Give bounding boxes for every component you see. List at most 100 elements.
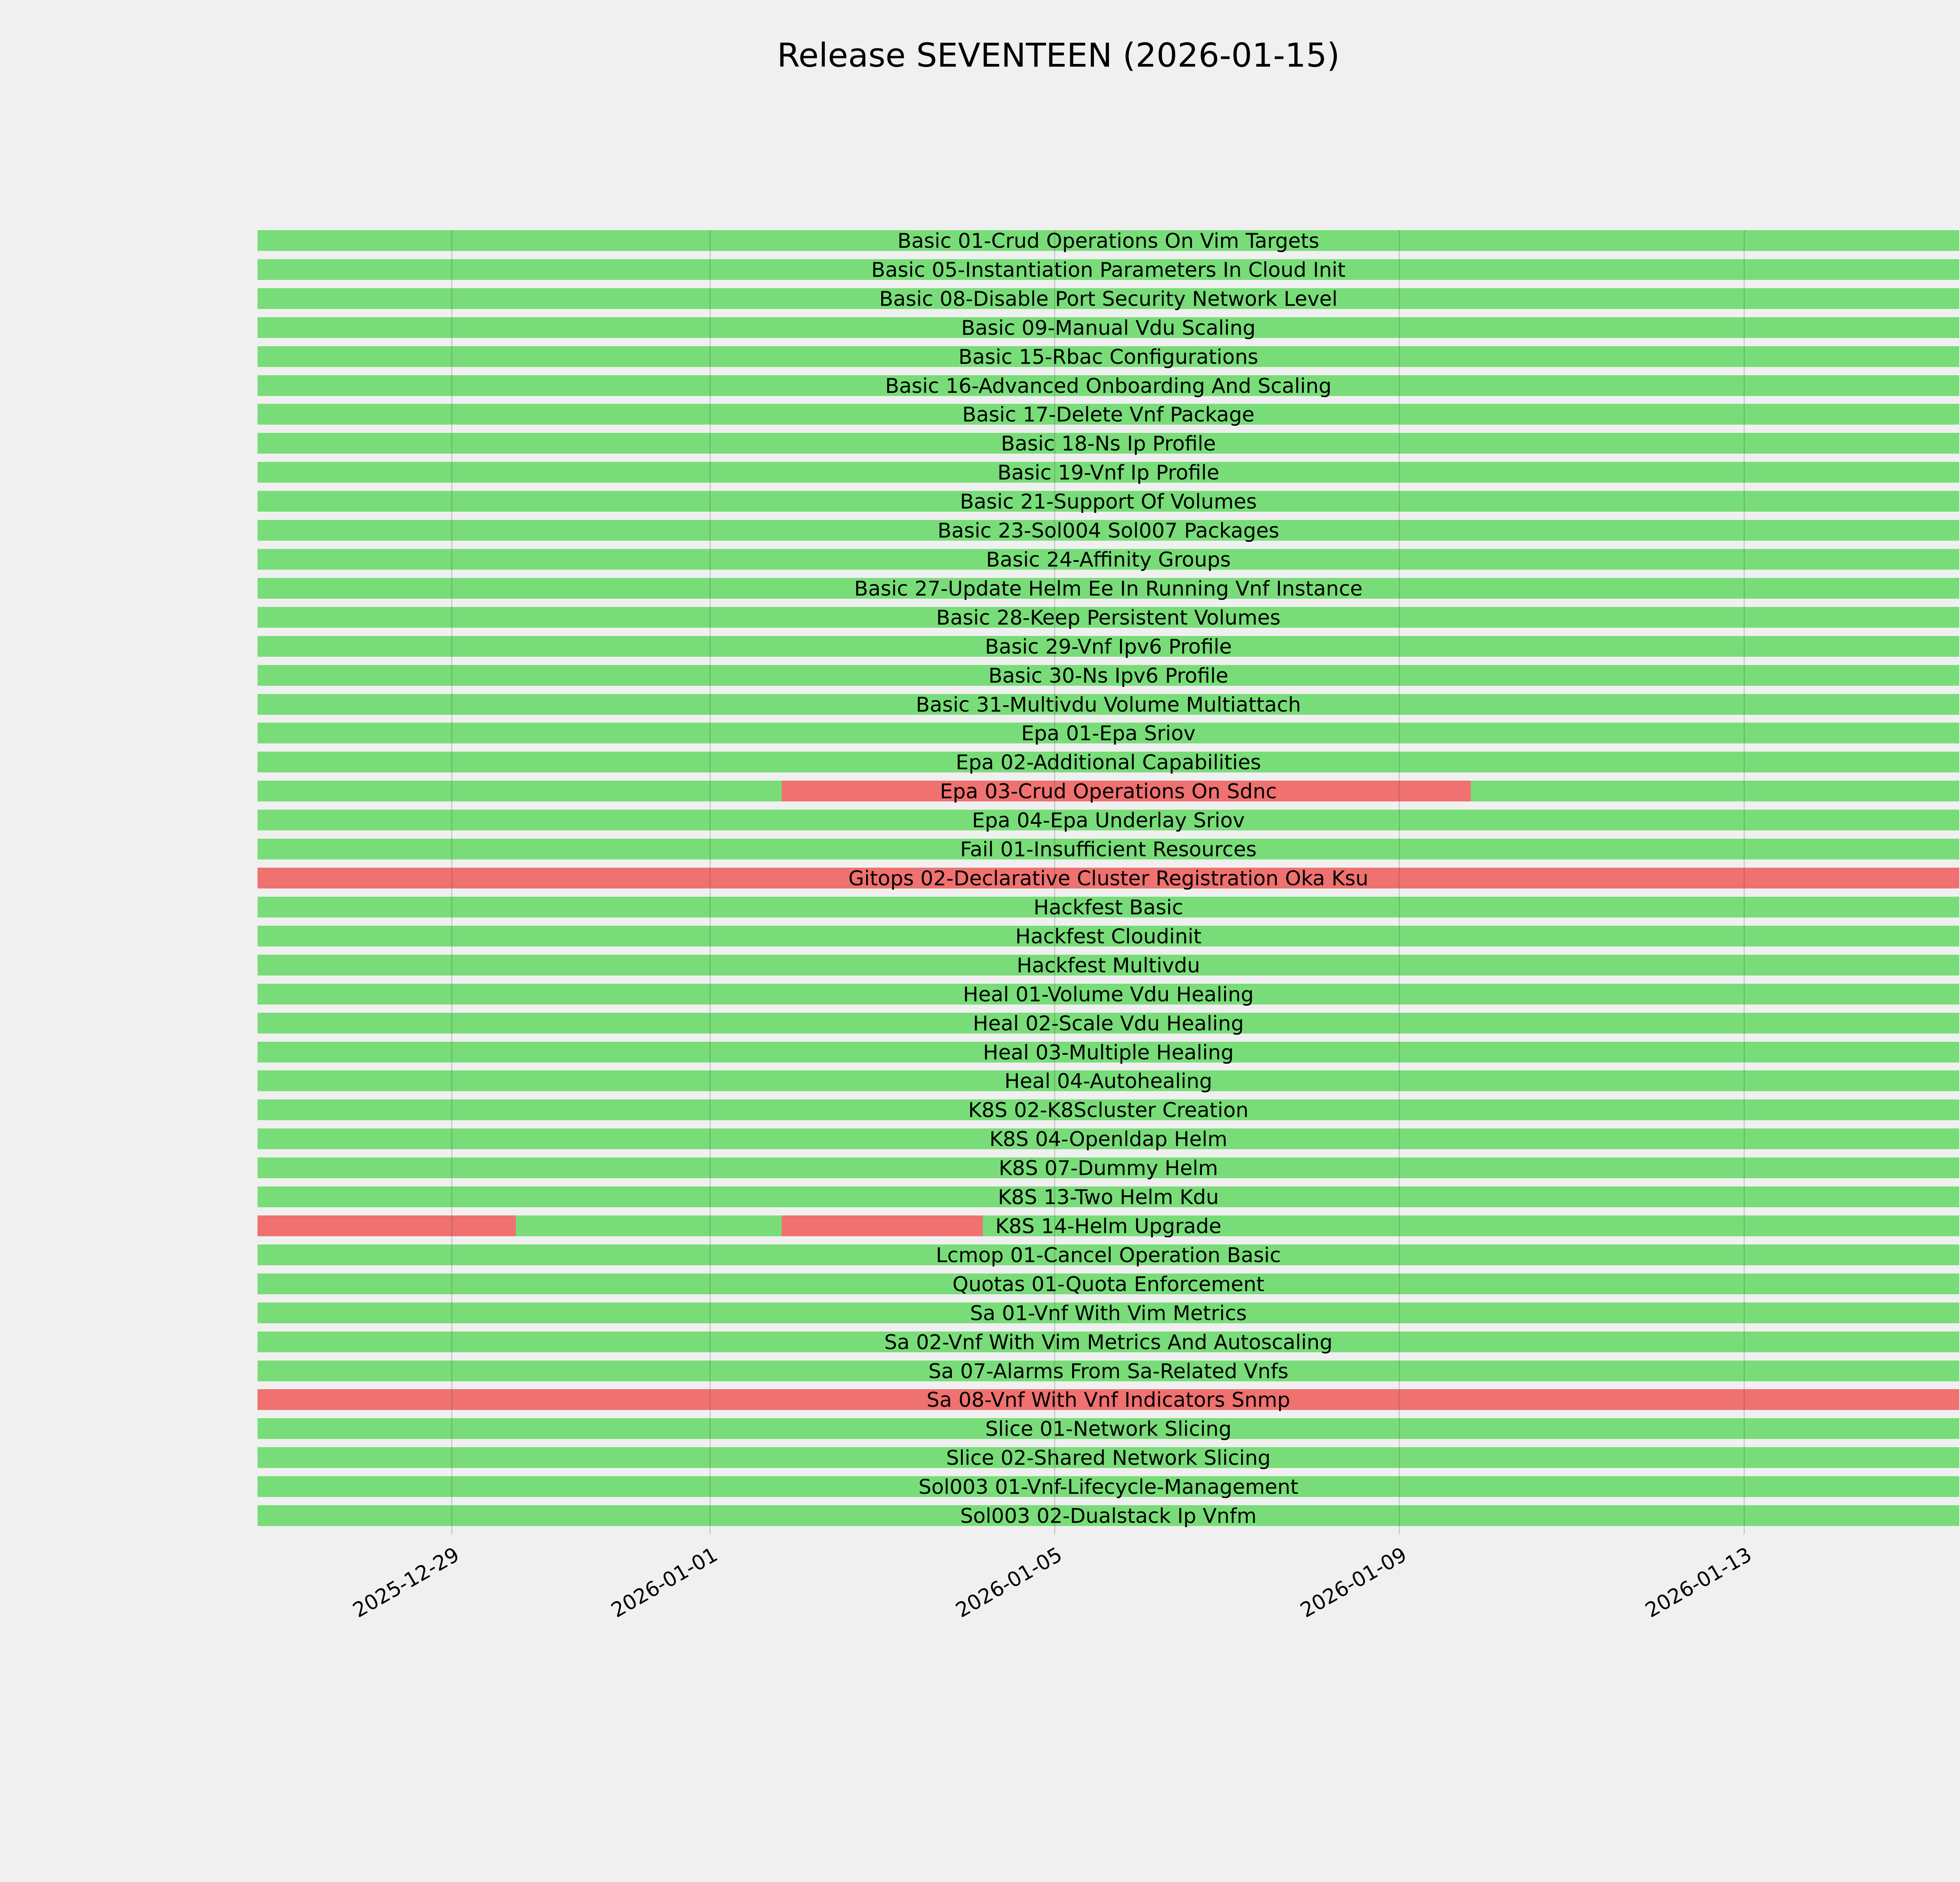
bar-segment-pass [258, 1273, 1959, 1294]
bar-segment-pass [258, 1070, 1959, 1092]
gantt-row: Epa 04-Epa Underlay Sriov [258, 809, 1959, 833]
bar-segment-pass [258, 1331, 1959, 1352]
bar-segment-pass [258, 346, 1959, 367]
bar-segment-pass [258, 549, 1959, 570]
row-label: Basic 19-Vnf Ip Profile [997, 461, 1220, 485]
gantt-row: Hackfest Cloudinit [258, 925, 1959, 948]
row-label: Hackfest Basic [1033, 896, 1183, 919]
row-label: K8S 13-Two Helm Kdu [998, 1186, 1219, 1210]
row-label: Epa 04-Epa Underlay Sriov [972, 809, 1245, 833]
gantt-row: Heal 01-Volume Vdu Healing [258, 983, 1959, 1006]
gridline [709, 230, 711, 1534]
bar-segment-fail [782, 1215, 983, 1236]
row-label: Basic 18-Ns Ip Profile [1001, 432, 1216, 456]
bar-segment-pass [258, 781, 782, 802]
plot-area: Basic 01-Crud Operations On Vim Targets B… [258, 230, 1959, 1534]
gantt-row: Lcmop 01-Cancel Operation Basic [258, 1243, 1959, 1267]
x-tick-label: 2026-01-13 [1641, 1543, 1756, 1623]
bar-segment-pass [258, 1505, 1959, 1526]
bar-segment-pass [258, 1302, 1959, 1323]
gantt-row: Epa 01-Epa Sriov [258, 723, 1959, 745]
gantt-row: K8S 07-Dummy Helm [258, 1157, 1959, 1181]
row-label: Basic 31-Multivdu Volume Multiattach [916, 693, 1301, 717]
bar-segment-pass [258, 723, 1959, 744]
row-label: Sa 08-Vnf With Vnf Indicators Snmp [926, 1388, 1290, 1412]
bar-segment-pass [258, 1128, 1959, 1150]
bar-segment-pass [258, 1476, 1959, 1497]
x-tick-label: 2025-12-29 [348, 1543, 463, 1623]
gantt-row: Basic 30-Ns Ipv6 Profile [258, 665, 1959, 687]
bar-segment-pass [258, 1041, 1959, 1063]
gridline [451, 230, 452, 1534]
bar-segment-pass [258, 404, 1959, 425]
gantt-row: Sol003 02-Dualstack Ip Vnfm [258, 1505, 1959, 1527]
gantt-row: Basic 29-Vnf Ipv6 Profile [258, 635, 1959, 659]
bar-segment-fail [782, 781, 1471, 802]
bar-segment-pass [258, 462, 1959, 483]
bar-segment-pass [258, 694, 1959, 715]
bar-segment-pass [258, 1157, 1959, 1179]
row-label: Hackfest Cloudinit [1015, 925, 1201, 948]
gantt-row: Basic 15-Rbac Configurations [258, 345, 1959, 369]
bar-segment-pass [258, 491, 1959, 512]
bar-segment-pass [258, 317, 1959, 338]
bar-segment-pass [258, 578, 1959, 599]
row-label: Basic 16-Advanced Onboarding And Scaling [885, 374, 1332, 398]
row-label: Slice 01-Network Slicing [985, 1417, 1232, 1441]
gantt-row: Basic 31-Multivdu Volume Multiattach [258, 693, 1959, 717]
bar-segment-pass [258, 607, 1959, 628]
gridline [1054, 230, 1056, 1534]
row-label: Epa 03-Crud Operations On Sdnc [940, 780, 1277, 804]
row-label: Basic 21-Support Of Volumes [960, 490, 1257, 514]
row-label: K8S 07-Dummy Helm [998, 1157, 1218, 1181]
gantt-row: Basic 19-Vnf Ip Profile [258, 461, 1959, 485]
row-label: Heal 04-Autohealing [1004, 1070, 1212, 1094]
gantt-row: Sa 08-Vnf With Vnf Indicators Snmp [258, 1388, 1959, 1412]
row-label: Basic 15-Rbac Configurations [958, 345, 1258, 369]
gantt-row: Basic 27-Update Helm Ee In Running Vnf I… [258, 577, 1959, 601]
bar-segment-pass [258, 230, 1959, 251]
row-label: Fail 01-Insufficient Resources [960, 838, 1257, 862]
row-label: Basic 23-Sol004 Sol007 Packages [937, 519, 1279, 543]
gantt-row: K8S 04-Openldap Helm [258, 1128, 1959, 1150]
row-label: Hackfest Multivdu [1016, 954, 1200, 977]
gantt-row: K8S 14-Helm Upgrade [258, 1215, 1959, 1237]
row-label: Lcmop 01-Cancel Operation Basic [936, 1243, 1281, 1267]
gantt-row: Sol003 01-Vnf-Lifecycle-Management [258, 1475, 1959, 1499]
bar-segment-pass [258, 1186, 1959, 1208]
gantt-row: Heal 03-Multiple Healing [258, 1041, 1959, 1065]
row-label: Basic 08-Disable Port Security Network L… [879, 287, 1338, 311]
row-label: Slice 02-Shared Network Slicing [946, 1446, 1271, 1470]
row-label: Heal 03-Multiple Healing [983, 1041, 1234, 1065]
gantt-row: Hackfest Basic [258, 896, 1959, 919]
gantt-row: Basic 24-Affinity Groups [258, 549, 1959, 571]
gantt-row: Slice 02-Shared Network Slicing [258, 1446, 1959, 1470]
bar-segment-pass [258, 375, 1959, 396]
row-label: Heal 02-Scale Vdu Healing [973, 1012, 1244, 1035]
bar-segment-pass [258, 1244, 1959, 1265]
bar-segment-pass [258, 665, 1959, 686]
gridline [1399, 230, 1400, 1534]
row-label: Basic 01-Crud Operations On Vim Targets [897, 229, 1319, 253]
row-label: Sol003 01-Vnf-Lifecycle-Management [918, 1475, 1299, 1499]
bar-segment-fail [258, 1389, 1959, 1410]
bar-segment-pass [258, 520, 1959, 541]
gantt-row: Epa 02-Additional Capabilities [258, 752, 1959, 774]
bar-segment-pass [258, 1360, 1959, 1381]
gantt-row: Sa 07-Alarms From Sa-Related Vnfs [258, 1359, 1959, 1383]
bar-segment-pass [258, 896, 1959, 917]
row-label: Heal 01-Volume Vdu Healing [963, 983, 1254, 1006]
bar-segment-pass [258, 1099, 1959, 1121]
gantt-row: Gitops 02-Declarative Cluster Registrati… [258, 868, 1959, 890]
row-label: Quotas 01-Quota Enforcement [952, 1272, 1265, 1296]
row-label: Sa 07-Alarms From Sa-Related Vnfs [928, 1359, 1289, 1383]
gantt-row: Basic 05-Instantiation Parameters In Clo… [258, 259, 1959, 281]
gantt-row: Sa 01-Vnf With Vim Metrics [258, 1301, 1959, 1325]
row-label: Basic 27-Update Helm Ee In Running Vnf I… [854, 577, 1363, 601]
bar-segment-pass [258, 1447, 1959, 1468]
row-label: Sa 01-Vnf With Vim Metrics [970, 1301, 1247, 1325]
bar-segment-pass [258, 810, 1959, 831]
row-label: Sa 02-Vnf With Vim Metrics And Autoscali… [884, 1330, 1333, 1354]
row-label: Basic 29-Vnf Ipv6 Profile [985, 635, 1232, 659]
